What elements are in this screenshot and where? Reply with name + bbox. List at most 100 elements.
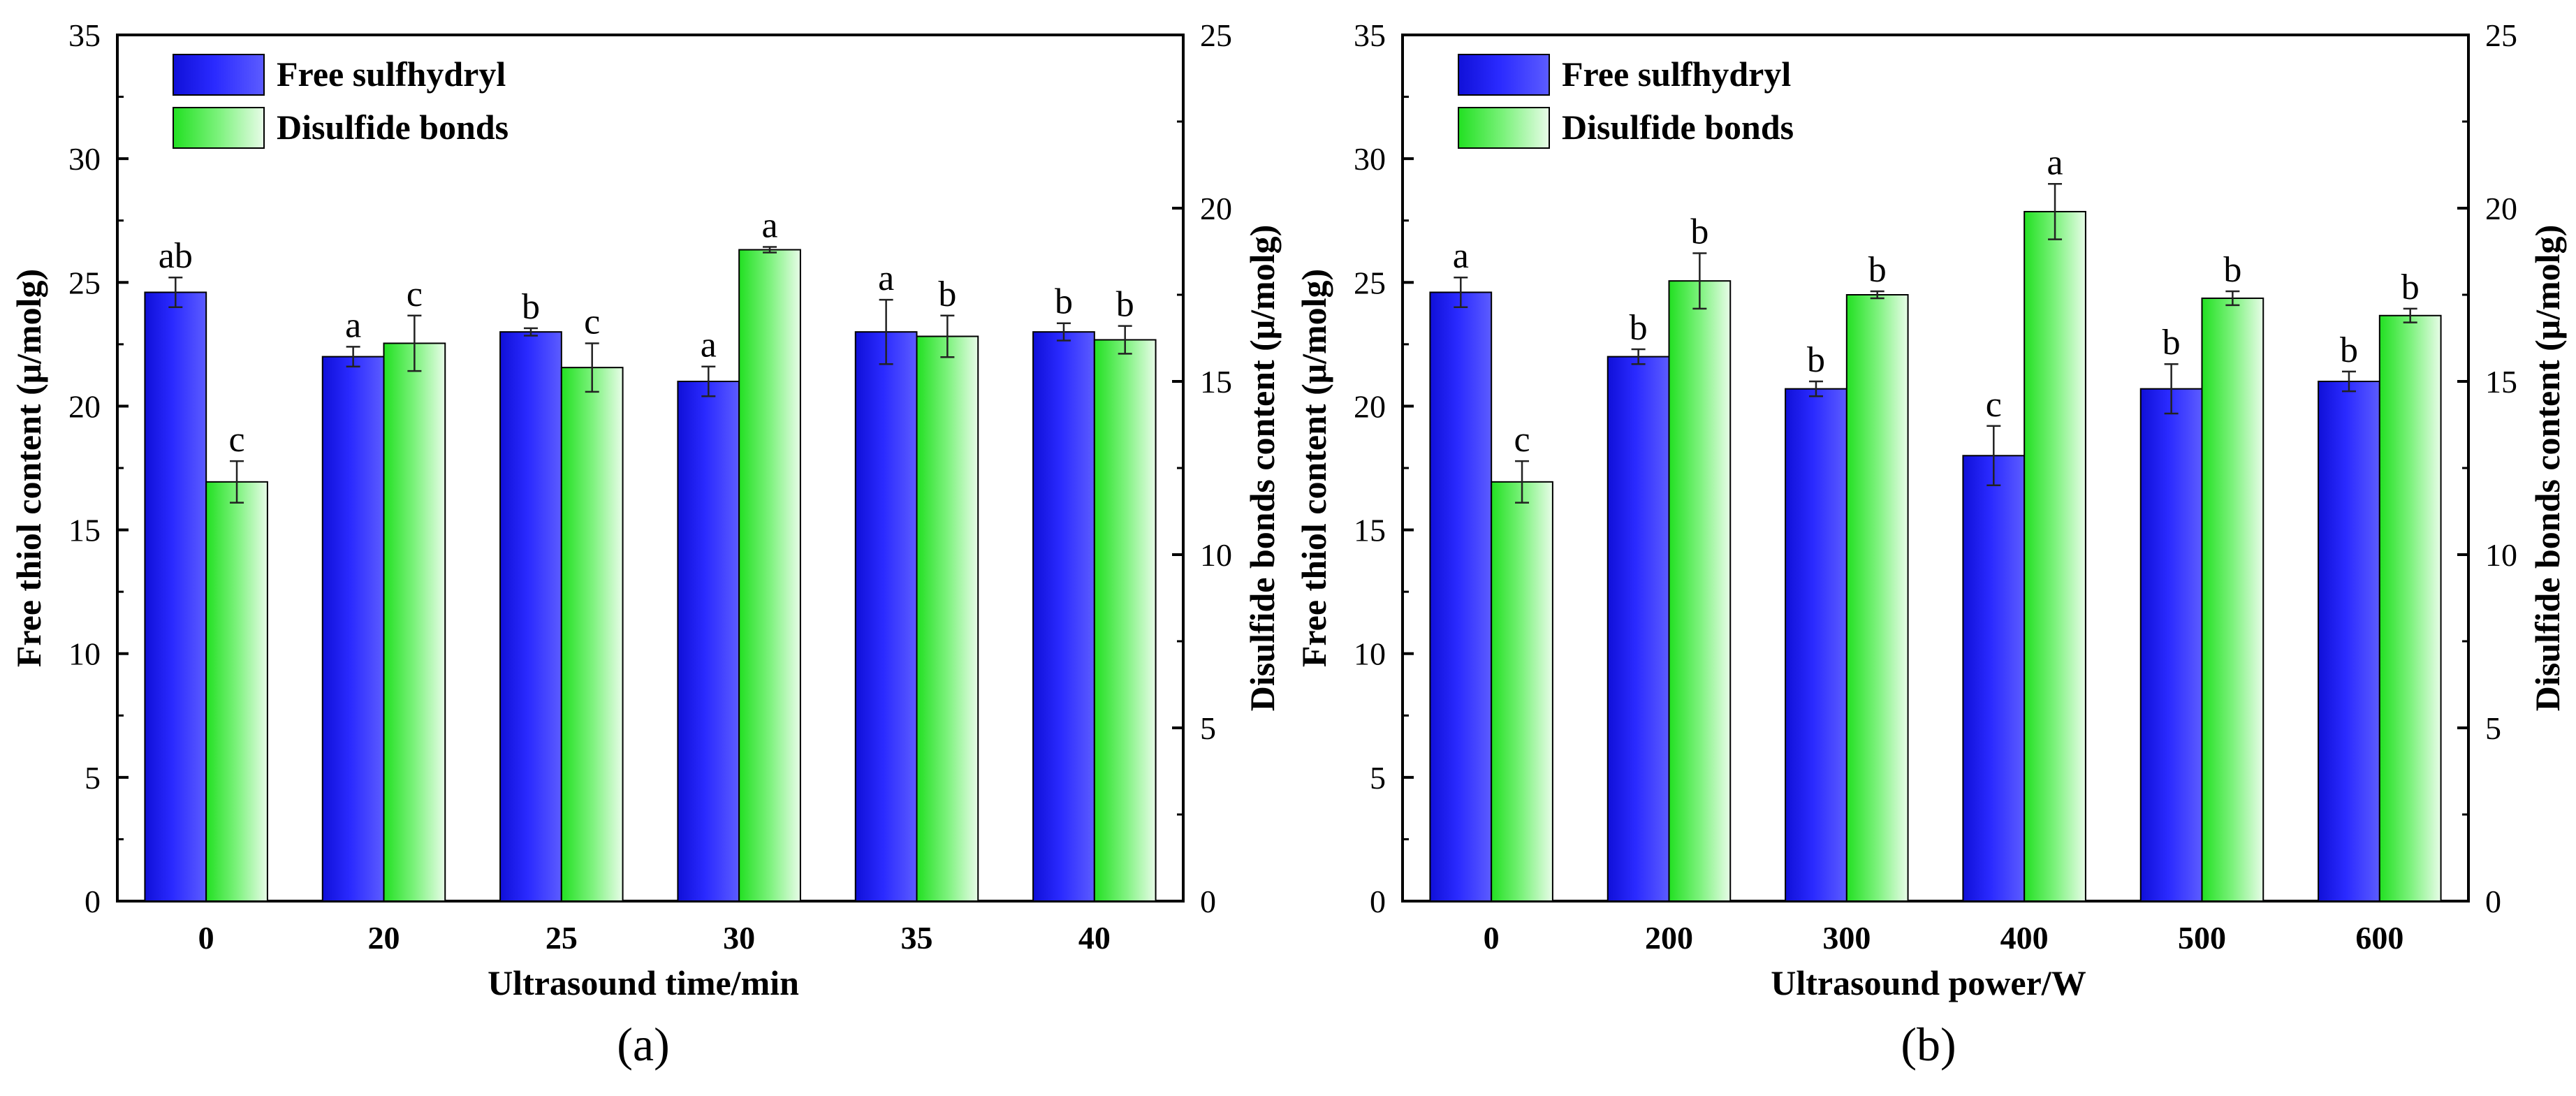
right-y-tick-label: 20 [2485, 191, 2517, 226]
free-sulfhydryl-bar-35 [854, 331, 918, 902]
legend-label: Free sulfhydryl [1562, 54, 1791, 94]
left-y-tick-label: 0 [85, 884, 101, 919]
significance-letter: a [2047, 143, 2063, 182]
significance-letter: b [2340, 330, 2358, 370]
significance-letter: c [407, 275, 423, 314]
x-tick-label-40: 40 [1078, 920, 1111, 956]
significance-letter: b [2401, 268, 2420, 307]
significance-letter: a [878, 258, 894, 298]
left-y-tick-label: 5 [1370, 760, 1386, 796]
significance-letter: a [345, 305, 361, 345]
right-y-axis-title: Disulfide bonds content (μ/molg) [2528, 225, 2567, 711]
significance-letter: b [522, 287, 540, 327]
significance-letter: a [761, 206, 777, 246]
x-tick-label-0: 0 [198, 920, 214, 956]
panel-label-b: (b) [1901, 1018, 1956, 1071]
disulfide-bar-0 [205, 481, 268, 902]
free-sulfhydryl-bar-500 [2139, 388, 2203, 902]
free-sulfhydryl-bar-600 [2318, 381, 2380, 902]
significance-letter: b [1690, 212, 1708, 251]
free-sulfhydryl-bar-30 [677, 381, 740, 902]
right-y-tick-label: 10 [2485, 537, 2517, 573]
significance-letter: c [228, 420, 244, 460]
legend-swatch-disulfide [1458, 107, 1550, 149]
significance-letter: b [1868, 250, 1887, 290]
x-axis-title: Ultrasound power/W [1771, 963, 2086, 1002]
right-y-tick-label: 10 [1200, 537, 1232, 573]
significance-letter: a [701, 326, 717, 365]
left-y-axis-title: Free thiol content (μ/molg) [9, 269, 48, 667]
x-tick-label-200: 200 [1645, 920, 1693, 956]
disulfide-bar-0 [1491, 481, 1553, 902]
disulfide-bar-300 [1845, 294, 1909, 902]
right-y-axis-title: Disulfide bonds content (μ/molg) [1243, 225, 1282, 711]
right-y-tick-label: 0 [1200, 884, 1216, 919]
disulfide-bar-35 [916, 335, 979, 902]
x-axis-title: Ultrasound time/min [488, 963, 799, 1002]
left-y-tick-label: 10 [1354, 636, 1386, 672]
right-y-tick-label: 0 [2485, 884, 2501, 919]
x-tick-label-600: 600 [2355, 920, 2403, 956]
right-y-tick-label: 20 [1200, 191, 1232, 226]
left-y-tick-label: 25 [68, 265, 101, 300]
chart-panel-b: 0 5 10 15 20 25 30 35 0 5 10 15 20 25 0 a c 200 b b 300 b b 400… [1294, 17, 2567, 1071]
left-y-tick-label: 15 [1354, 513, 1386, 548]
right-y-tick-label: 5 [2485, 710, 2501, 746]
significance-letter: a [1453, 236, 1469, 276]
legend-swatch-disulfide [173, 107, 265, 149]
free-sulfhydryl-bar-40 [1032, 331, 1095, 902]
free-sulfhydryl-bar-400 [1962, 455, 2026, 902]
legend-label: Free sulfhydryl [277, 54, 506, 94]
plot-frame [116, 34, 1185, 903]
disulfide-bar-30 [738, 249, 801, 902]
disulfide-bar-20 [383, 342, 446, 902]
significance-letter: b [1116, 285, 1134, 325]
left-y-tick-label: 20 [1354, 388, 1386, 424]
right-y-tick-label: 25 [2485, 17, 2517, 53]
significance-letter: b [2223, 250, 2241, 290]
panel-label-a: (a) [617, 1018, 669, 1071]
x-tick-label-0: 0 [1484, 920, 1500, 956]
left-y-tick-label: 0 [1370, 884, 1386, 919]
left-y-tick-label: 10 [68, 636, 101, 672]
free-sulfhydryl-bar-25 [499, 331, 562, 902]
left-y-axis-title: Free thiol content (μ/molg) [1294, 269, 1333, 667]
free-sulfhydryl-bar-0 [144, 291, 207, 902]
significance-letter: c [1986, 385, 2002, 425]
right-y-tick-label: 15 [2485, 364, 2517, 400]
disulfide-bar-600 [2378, 314, 2442, 902]
left-y-tick-label: 35 [68, 17, 101, 53]
x-tick-label-25: 25 [546, 920, 578, 956]
significance-letter: b [1630, 308, 1648, 348]
x-tick-label-30: 30 [723, 920, 755, 956]
right-y-tick-label: 15 [1200, 364, 1232, 400]
legend-label: Disulfide bonds [277, 108, 508, 147]
disulfide-bar-400 [2024, 210, 2086, 902]
disulfide-bar-25 [560, 367, 624, 902]
x-tick-label-300: 300 [1822, 920, 1871, 956]
left-y-tick-label: 15 [68, 513, 101, 548]
left-y-tick-label: 30 [1354, 141, 1386, 177]
left-y-tick-label: 30 [68, 141, 101, 177]
legend-swatch-free-sulfhydryl [173, 54, 265, 96]
x-tick-label-500: 500 [2178, 920, 2226, 956]
free-sulfhydryl-bar-300 [1785, 388, 1847, 902]
right-y-tick-label: 25 [1200, 17, 1232, 53]
x-tick-label-35: 35 [901, 920, 933, 956]
significance-letter: b [938, 275, 956, 314]
left-y-tick-label: 5 [85, 760, 101, 796]
right-y-tick-label: 5 [1200, 710, 1216, 746]
left-y-tick-label: 35 [1354, 17, 1386, 53]
disulfide-bar-40 [1093, 339, 1157, 903]
significance-letter: c [584, 302, 600, 342]
x-tick-label-400: 400 [2000, 920, 2049, 956]
significance-letter: b [1807, 340, 1825, 380]
free-sulfhydryl-bar-200 [1607, 356, 1670, 903]
disulfide-bar-500 [2201, 297, 2264, 902]
legend-swatch-free-sulfhydryl [1458, 54, 1550, 96]
plot-frame [1401, 34, 2470, 903]
significance-letter: ab [159, 236, 193, 276]
